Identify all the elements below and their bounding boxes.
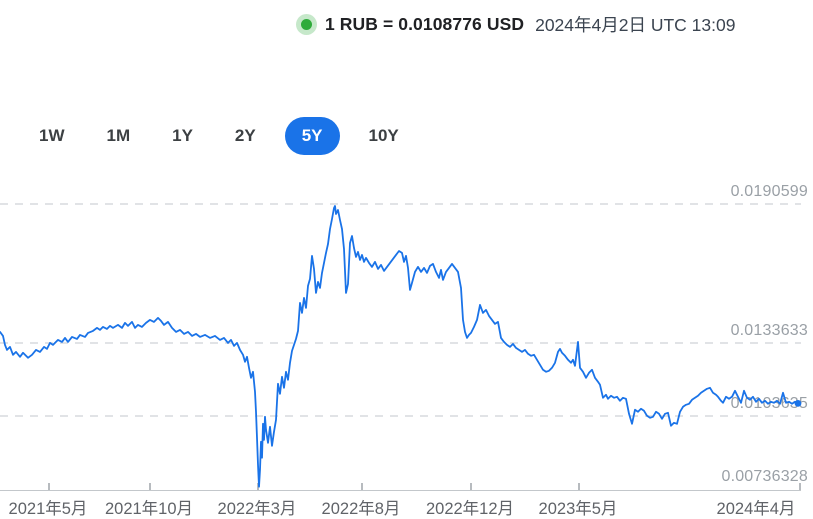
x-axis-label: 2023年5月 (538, 500, 618, 518)
price-line-plot (0, 205, 802, 488)
y-axis-label: 0.00736328 (721, 468, 808, 485)
x-axis-tick (578, 483, 580, 490)
y-gridline (0, 203, 801, 205)
x-axis-tick (361, 483, 363, 490)
x-axis-tick (257, 483, 259, 490)
range-button-1y[interactable]: 1Y (159, 117, 206, 155)
x-axis-label: 2022年8月 (321, 500, 401, 518)
price-line (0, 205, 799, 488)
y-axis-label: 0.0103635 (730, 394, 808, 412)
range-button-5y[interactable]: 5Y (284, 117, 340, 156)
range-button-1m[interactable]: 1M (94, 117, 144, 155)
x-axis-tick (149, 483, 151, 490)
x-axis-line (0, 490, 801, 491)
exchange-rate-chart[interactable]: 0.0190599 0.0133633 0.0103635 0.00736328 202… (0, 175, 813, 518)
x-axis-tick (470, 483, 472, 490)
range-button-2y[interactable]: 2Y (222, 117, 269, 155)
x-axis-label: 2024年4月 (716, 500, 796, 518)
x-axis-tick (799, 483, 801, 490)
y-gridline (0, 414, 801, 417)
live-status-icon (301, 18, 312, 30)
quote-timestamp: 2024年4月2日 UTC 13:09 (535, 14, 736, 35)
range-button-1w[interactable]: 1W (26, 117, 78, 155)
x-axis-label: 2022年12月 (425, 500, 515, 518)
exchange-rate-text: 1 RUB = 0.0108776 USD (325, 13, 525, 34)
y-axis-label: 0.0133633 (730, 321, 808, 339)
x-axis-label: 2021年5月 (8, 500, 88, 518)
x-axis-tick (48, 483, 50, 490)
y-gridline (0, 341, 801, 344)
x-axis-label: 2021年10月 (104, 500, 194, 518)
range-button-10y[interactable]: 10Y (356, 117, 412, 155)
range-selector: 1W 1M 1Y 2Y 5Y 10Y (26, 117, 412, 156)
x-axis-label: 2022年3月 (217, 500, 297, 518)
y-axis-label: 0.0190599 (730, 183, 808, 200)
quote-header: 1 RUB = 0.0108776 USD 2024年4月2日 UTC 13:0… (301, 12, 735, 36)
